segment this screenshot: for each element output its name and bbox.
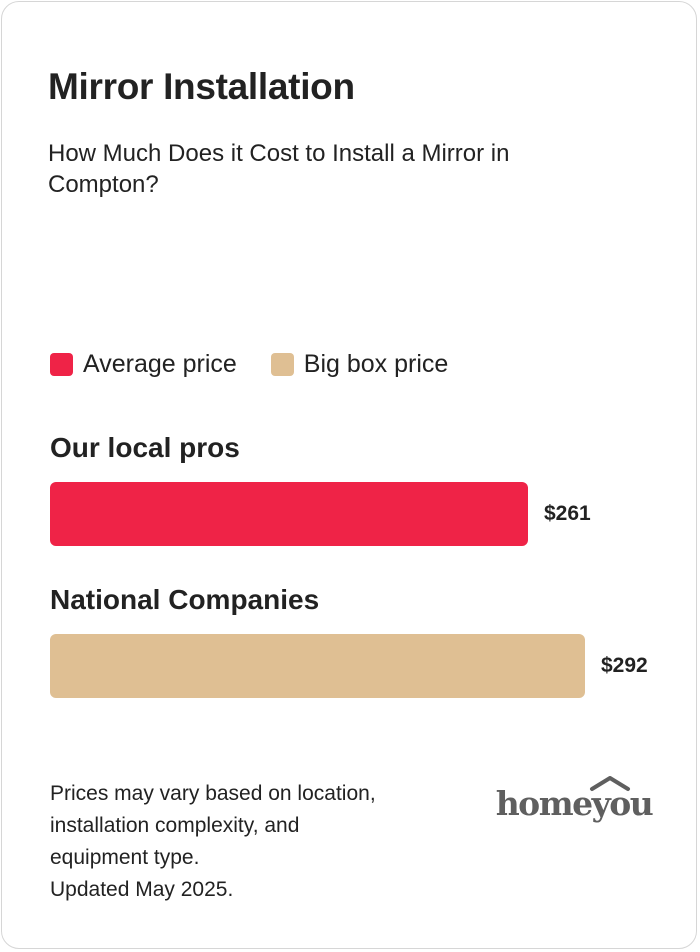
legend-label-average: Average price (83, 350, 237, 378)
legend-label-big-box: Big box price (303, 350, 449, 378)
footnote-line: Prices may vary based on location, (50, 782, 376, 805)
page-title: Mirror Installation (48, 66, 355, 107)
chart-legend: Average price Big box price (50, 350, 482, 379)
logo-wordmark: homeyou (496, 784, 653, 823)
bar (50, 634, 585, 698)
homeyou-logo: homeyou (496, 776, 654, 823)
logo-roof-icon (590, 776, 630, 791)
legend-swatch-big-box (270, 353, 294, 376)
category-label: National Companies (50, 584, 320, 615)
footnote-updated: Updated May 2025. (50, 878, 234, 901)
value-label: $292 (601, 654, 648, 677)
footnote-line: installation complexity, and (50, 814, 300, 837)
footnote-line: equipment type. (50, 846, 200, 869)
footnote: Prices may vary based on location, insta… (50, 778, 450, 906)
category-label: Our local pros (50, 432, 240, 463)
legend-swatch-average (50, 353, 73, 376)
legend-item-big-box: Big box price (270, 350, 449, 379)
page-subtitle: How Much Does it Cost to Install a Mirro… (48, 140, 510, 198)
value-label: $261 (544, 502, 591, 525)
bar (50, 482, 528, 546)
legend-item-average: Average price (50, 350, 237, 379)
